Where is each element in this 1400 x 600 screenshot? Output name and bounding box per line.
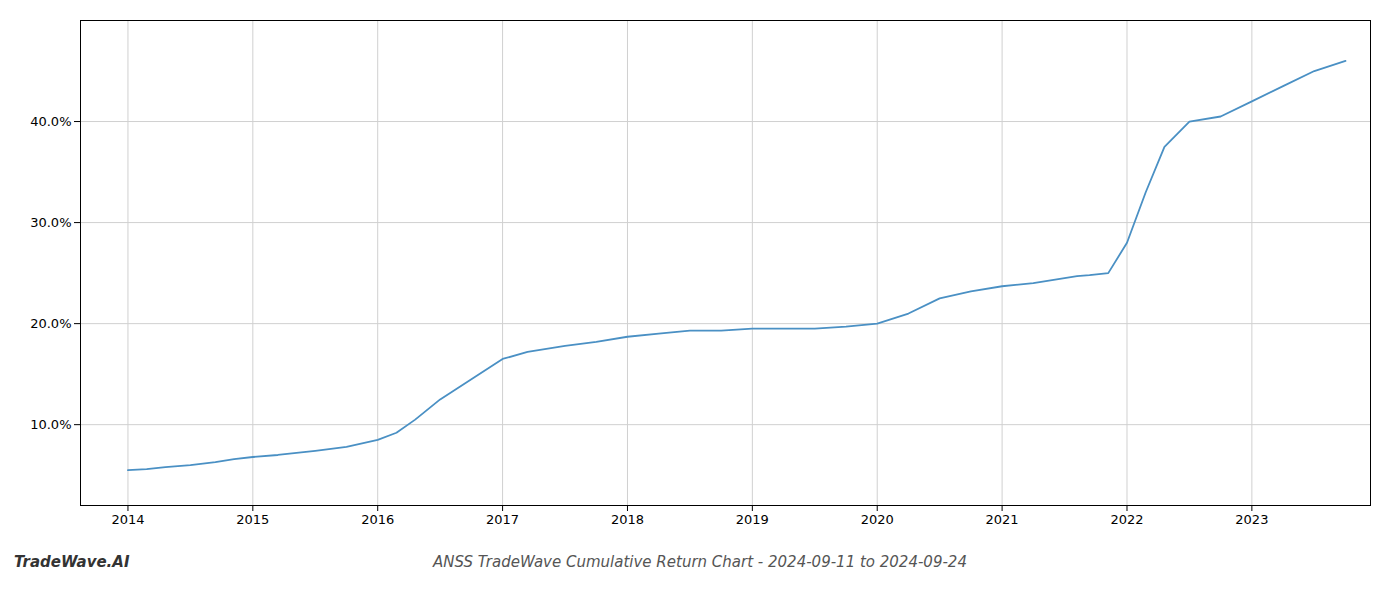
html-text:ANSS TradeWave Cumulative Retu: ANSS TradeWave Cumulative Return Chart -… (433, 553, 967, 571)
svg-text:2016: 2016 (361, 512, 394, 527)
svg-text:2019: 2019 (736, 512, 769, 527)
svg-text:2023: 2023 (1235, 512, 1268, 527)
svg-text:20.0%: 20.0% (30, 316, 71, 331)
svg-text:2015: 2015 (236, 512, 269, 527)
svg-text:2017: 2017 (486, 512, 519, 527)
html-text:TradeWave.AI: TradeWave.AI (14, 553, 130, 571)
svg-text:2014: 2014 (111, 512, 144, 527)
svg-text:2021: 2021 (986, 512, 1019, 527)
svg-text:40.0%: 40.0% (30, 114, 71, 129)
svg-text:2022: 2022 (1110, 512, 1143, 527)
svg-text:2018: 2018 (611, 512, 644, 527)
svg-text:30.0%: 30.0% (30, 215, 71, 230)
svg-text:10.0%: 10.0% (30, 417, 71, 432)
svg-text:2020: 2020 (861, 512, 894, 527)
